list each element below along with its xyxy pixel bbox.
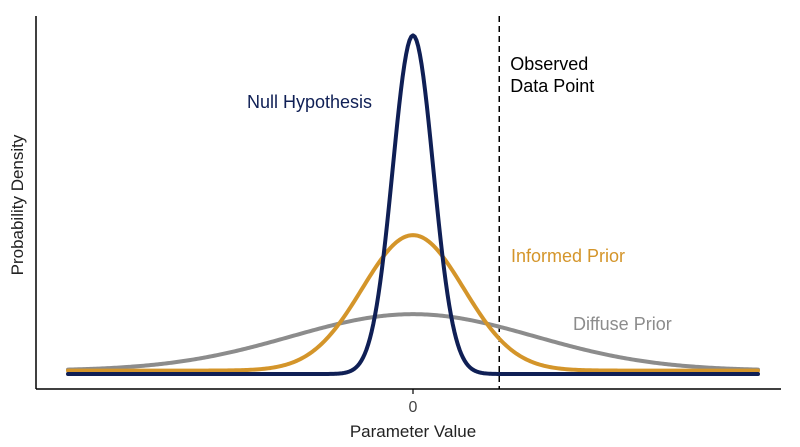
axes <box>35 16 781 390</box>
x-ticks: 0 <box>409 389 418 416</box>
y-axis-label: Probability Density <box>8 134 27 275</box>
series-label-null-hypothesis: Null Hypothesis <box>247 92 372 112</box>
observed-data-point-label-line: Observed <box>510 54 588 74</box>
x-tick-label: 0 <box>409 399 418 416</box>
series-label-diffuse-prior: Diffuse Prior <box>573 314 672 334</box>
x-axis-label: Parameter Value <box>350 422 476 441</box>
series-labels: Null Hypothesis Informed Prior Diffuse Pri… <box>247 92 672 334</box>
observed-data-point-label-line: Data Point <box>510 76 594 96</box>
series-label-informed-prior: Informed Prior <box>511 246 625 266</box>
series-line-informed-prior <box>66 233 760 373</box>
series-line-diffuse-prior <box>66 312 760 372</box>
series-curves <box>66 33 760 376</box>
series-line-null-hypothesis <box>66 33 760 376</box>
